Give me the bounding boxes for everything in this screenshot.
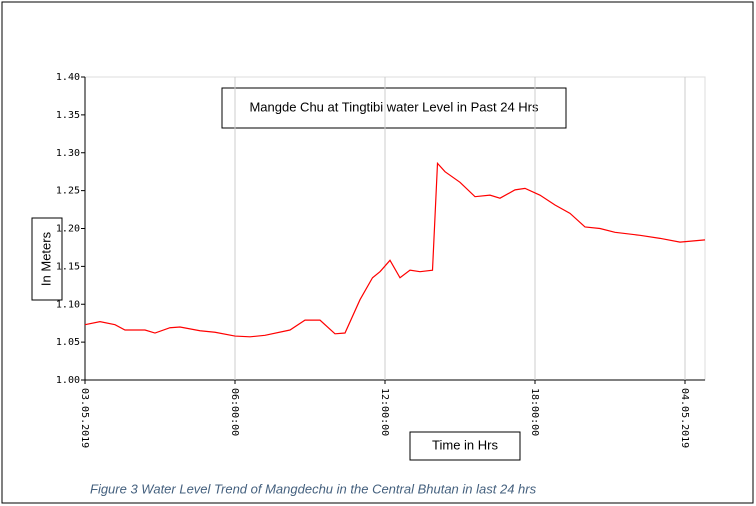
y-axis-label: In Meters [38,231,53,286]
y-tick-label: 1.10 [56,299,80,310]
y-tick-label: 1.30 [56,148,80,159]
y-tick-label: 1.25 [56,186,80,197]
x-tick-label: 12:00:00 [379,388,390,436]
x-tick-label: 03.05.2019 [79,388,90,448]
x-tick-label: 06:00:00 [229,388,240,436]
y-tick-label: 1.00 [56,375,80,386]
x-axis-label: Time in Hrs [432,437,498,452]
x-tick-label: 04.05.2019 [679,388,690,448]
y-tick-label: 1.40 [56,72,80,83]
title-box [221,87,567,129]
x-label-box [409,431,521,461]
caption: Figure 3 Water Level Trend of Mangdechu … [90,481,537,496]
y-tick-label: 1.20 [56,224,80,235]
y-tick-label: 1.15 [56,261,80,272]
data-line [84,161,706,338]
y-tick-label: 1.35 [56,110,80,121]
y-label-box [31,217,63,301]
x-tick-label: 18:00:00 [529,388,540,436]
y-tick-label: 1.05 [56,337,80,348]
chart-title: Mangde Chu at Tingtibi water Level in Pa… [249,99,539,114]
